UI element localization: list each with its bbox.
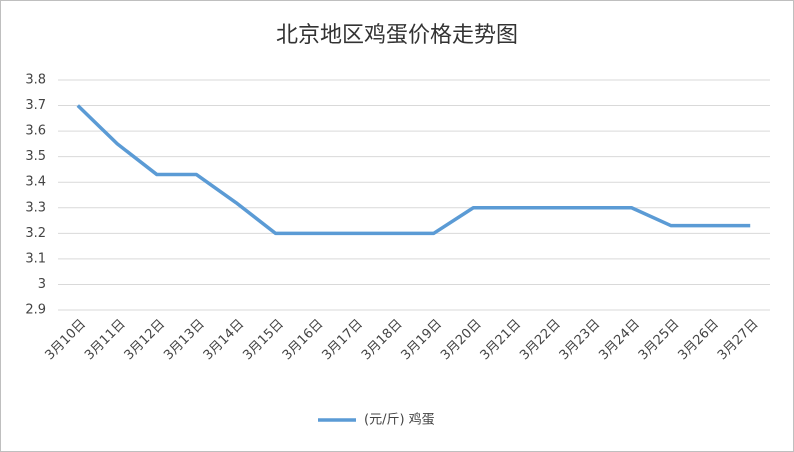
chart-title: 北京地区鸡蛋价格走势图 [276,23,518,48]
y-tick-label: 3.8 [25,73,46,88]
y-tick-label: 3 [38,277,46,292]
line-series [76,104,751,236]
y-tick-label: 2.9 [25,303,46,318]
y-tick-label: 3.4 [25,175,46,190]
y-tick-label: 3.7 [25,98,46,113]
y-tick-label: 3.5 [25,149,46,164]
y-tick-label: 3.2 [25,226,46,241]
y-tick-label: 3.1 [25,251,46,266]
y-tick-label: 3.3 [25,200,46,215]
legend-label: (元/斤) 鸡蛋 [364,412,435,428]
y-tick-label: 3.6 [25,124,46,139]
